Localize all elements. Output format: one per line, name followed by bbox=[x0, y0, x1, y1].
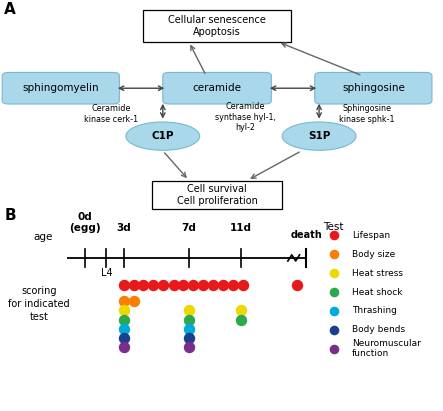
Text: 0d
(egg): 0d (egg) bbox=[69, 212, 101, 233]
Point bbox=[185, 316, 192, 323]
FancyBboxPatch shape bbox=[143, 10, 291, 42]
Text: 11d: 11d bbox=[230, 223, 252, 233]
Text: Sphingosine
kinase sphk-1: Sphingosine kinase sphk-1 bbox=[339, 104, 395, 124]
Point bbox=[120, 281, 127, 288]
Point bbox=[190, 281, 197, 288]
Point bbox=[229, 281, 237, 288]
Text: Body bends: Body bends bbox=[352, 326, 405, 334]
Point bbox=[120, 326, 127, 332]
Point bbox=[237, 316, 245, 323]
FancyBboxPatch shape bbox=[2, 72, 120, 104]
Point bbox=[185, 307, 192, 314]
FancyBboxPatch shape bbox=[163, 72, 271, 104]
Point bbox=[130, 298, 137, 304]
Point bbox=[237, 307, 245, 314]
Text: Heat stress: Heat stress bbox=[352, 269, 403, 277]
Point bbox=[140, 281, 147, 288]
Text: sphingomyelin: sphingomyelin bbox=[23, 83, 99, 93]
Text: B: B bbox=[4, 208, 16, 222]
Point bbox=[210, 281, 217, 288]
FancyBboxPatch shape bbox=[315, 72, 432, 104]
Point bbox=[120, 335, 127, 341]
Text: L4: L4 bbox=[101, 268, 112, 278]
Text: age: age bbox=[34, 232, 53, 242]
Text: 7d: 7d bbox=[182, 223, 196, 233]
Text: C1P: C1P bbox=[152, 131, 174, 141]
Point bbox=[294, 281, 301, 288]
Text: ceramide: ceramide bbox=[193, 83, 241, 93]
Text: Ceramide
synthase hyl-1,
hyl-2: Ceramide synthase hyl-1, hyl-2 bbox=[215, 102, 276, 132]
Point bbox=[150, 281, 157, 288]
Text: death: death bbox=[290, 231, 322, 240]
Ellipse shape bbox=[282, 122, 356, 150]
Point bbox=[240, 281, 247, 288]
Point bbox=[331, 345, 338, 352]
Text: Lifespan: Lifespan bbox=[352, 231, 390, 240]
Text: S1P: S1P bbox=[308, 131, 330, 141]
Point bbox=[180, 281, 187, 288]
Text: Neuromuscular
function: Neuromuscular function bbox=[352, 339, 420, 358]
Text: Test: Test bbox=[323, 222, 344, 232]
Text: sphingosine: sphingosine bbox=[342, 83, 405, 93]
Point bbox=[185, 335, 192, 341]
Point bbox=[331, 232, 338, 238]
Point bbox=[220, 281, 227, 288]
Point bbox=[331, 307, 338, 314]
FancyBboxPatch shape bbox=[152, 181, 282, 209]
Text: Ceramide
kinase cerk-1: Ceramide kinase cerk-1 bbox=[84, 104, 138, 124]
Point bbox=[185, 326, 192, 332]
Point bbox=[159, 281, 167, 288]
Text: Body size: Body size bbox=[352, 250, 395, 259]
Text: Heat shock: Heat shock bbox=[352, 288, 402, 296]
Point bbox=[331, 270, 338, 276]
Text: scoring
for indicated
test: scoring for indicated test bbox=[8, 286, 70, 322]
Point bbox=[331, 326, 338, 333]
Point bbox=[120, 307, 127, 314]
Point bbox=[331, 289, 338, 295]
Text: A: A bbox=[4, 2, 16, 17]
Point bbox=[120, 298, 127, 304]
Point bbox=[200, 281, 207, 288]
Point bbox=[120, 316, 127, 323]
Text: Cell survival
Cell proliferation: Cell survival Cell proliferation bbox=[177, 184, 257, 206]
Ellipse shape bbox=[126, 122, 200, 150]
Text: Cellular senescence
Apoptosis: Cellular senescence Apoptosis bbox=[168, 15, 266, 37]
Text: Thrashing: Thrashing bbox=[352, 307, 396, 315]
Point bbox=[120, 344, 127, 351]
Point bbox=[130, 281, 137, 288]
Point bbox=[185, 344, 192, 351]
Point bbox=[170, 281, 177, 288]
Text: 3d: 3d bbox=[117, 223, 131, 233]
Point bbox=[331, 251, 338, 257]
